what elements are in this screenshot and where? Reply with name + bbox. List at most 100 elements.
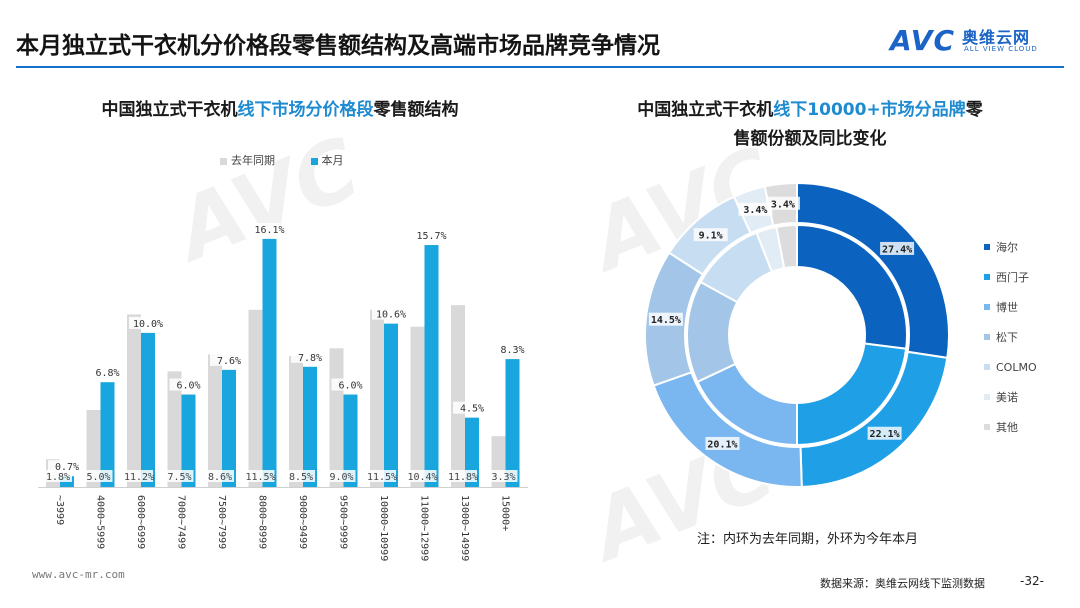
bar-label-bg	[84, 470, 113, 482]
donut-value-label: 20.1%	[707, 439, 737, 450]
donut-legend-swatch	[984, 334, 990, 340]
donut-value-label: 3.4%	[771, 199, 795, 210]
donut-legend-item: 松下	[984, 322, 1037, 352]
bar-label-bg	[250, 222, 281, 235]
bar-category-label: 10000~10999	[378, 495, 389, 561]
bar-category-label: 13000~14999	[459, 495, 470, 561]
bar-label-bg	[453, 401, 483, 414]
header-divider	[16, 66, 1064, 68]
donut-title-line-1: 中国独立式干衣机线下10000+市场分品牌零	[600, 95, 1020, 120]
bar-label-this-month: 7.6%	[217, 356, 241, 367]
donut-legend-swatch	[984, 274, 990, 280]
bar-last-year	[248, 309, 263, 487]
bar-label-this-month: 4.5%	[460, 404, 484, 415]
bar-last-year	[86, 409, 101, 487]
bar-this-month	[141, 332, 155, 487]
donut-title-part-1: 中国独立式干衣机	[637, 100, 774, 120]
donut-legend-swatch	[984, 424, 990, 430]
donut-legend-swatch	[984, 304, 990, 310]
bar-label-bg	[165, 470, 194, 482]
logo-chinese-name: 奥维云网	[962, 28, 1031, 47]
donut-legend-swatch	[984, 244, 990, 250]
bar-label-bg	[327, 470, 356, 482]
bar-category-label: 7000~7499	[176, 495, 187, 549]
donut-inner-slice	[796, 223, 908, 350]
bar-label-this-month: 8.3%	[500, 345, 524, 356]
bar-this-month	[465, 417, 479, 487]
bar-category-label: 6000~6999	[135, 495, 146, 549]
bar-label-this-month: 10.0%	[133, 319, 163, 330]
bar-last-year	[370, 309, 384, 487]
bar-label-last-year: 9.0%	[329, 472, 353, 483]
bar-label-this-month: 0.7%	[55, 462, 79, 473]
donut-legend-label: 美诺	[996, 391, 1018, 404]
donut-label-bg	[648, 312, 683, 326]
bar-legend: 去年同期 本月	[220, 152, 344, 168]
donut-legend-swatch	[984, 394, 990, 400]
bar-category-label: 4000~5999	[95, 495, 106, 549]
bar-label-this-month: 6.0%	[338, 381, 362, 392]
bar-label-bg	[493, 343, 524, 356]
bar-label-last-year: 11.8%	[448, 472, 478, 483]
bar-label-bg	[206, 470, 234, 482]
bar-category-label: 8000~8999	[257, 495, 268, 549]
bar-category-label: 7500~7999	[216, 495, 227, 549]
bar-chart: 1.8%0.7% ~3999 5.0% 6.8% 4000~5999 11.2% 10.0%…	[38, 222, 528, 561]
bar-label-bg	[372, 307, 402, 320]
chart-note: 注：内环为去年同期，外环为今年本月	[697, 532, 919, 547]
bar-label-bg	[169, 378, 200, 391]
bar-label-bg	[408, 470, 437, 482]
logo-english-name: ALL VIEW CLOUD	[964, 45, 1038, 53]
bar-last-year	[410, 326, 425, 487]
bar-this-month	[303, 366, 317, 487]
bar-this-month	[222, 369, 236, 487]
legend-swatch-last-year	[220, 157, 227, 165]
bar-label-bg	[287, 470, 315, 482]
donut-label-bg	[867, 426, 902, 440]
footer-url: www.avc-mr.com	[32, 568, 125, 581]
donut-title-line-2: 售额份额及同比变化	[733, 129, 887, 149]
bar-this-month	[424, 245, 439, 487]
bar-label-bg	[44, 470, 72, 482]
bar-last-year	[289, 356, 303, 487]
donut-legend-label: 西门子	[996, 271, 1029, 284]
donut-value-label: 22.1%	[870, 429, 900, 440]
bar-label-bg	[331, 378, 362, 391]
bar-chart-title: 中国独立式干衣机线下市场分价格段零售额结构	[60, 95, 500, 120]
bar-title-part-2: 线下市场分价格段	[237, 100, 374, 120]
bar-label-bg	[125, 470, 153, 482]
bar-category-label: 15000+	[500, 495, 511, 531]
bar-label-bg	[129, 316, 159, 329]
bar-category-label: 9500~9999	[338, 495, 349, 549]
donut-title-part-3: 零	[965, 100, 983, 120]
bar-label-this-month: 7.8%	[298, 353, 322, 364]
legend-label-this-month: 本月	[321, 154, 344, 167]
donut-legend-item: 海尔	[984, 232, 1037, 262]
donut-label-bg	[738, 202, 773, 216]
bar-label-bg	[412, 229, 443, 242]
bar-label-this-month: 16.1%	[254, 225, 284, 236]
donut-value-label: 3.4%	[743, 205, 767, 216]
donut-legend-item: 美诺	[984, 382, 1037, 412]
donut-value-label: 27.4%	[882, 244, 912, 255]
legend-item-last-year: 去年同期	[220, 154, 275, 167]
bar-label-bg	[291, 350, 321, 363]
donut-legend-label: COLMO	[996, 360, 1037, 374]
legend-item-this-month: 本月	[310, 154, 344, 167]
donut-legend-item: 博世	[984, 292, 1037, 322]
legend-label-last-year: 去年同期	[231, 154, 275, 167]
donut-legend-swatch	[984, 364, 990, 370]
bar-label-bg	[88, 366, 119, 379]
donut-legend-label: 博世	[996, 301, 1018, 314]
donut-legend-label: 海尔	[996, 241, 1018, 254]
bar-label-bg	[449, 470, 477, 482]
donut-chart-title: 中国独立式干衣机线下10000+市场分品牌零 售额份额及同比变化	[600, 95, 1020, 149]
bar-label-last-year: 8.6%	[208, 472, 232, 483]
donut-legend-label: 其他	[996, 421, 1018, 434]
bar-title-part-1: 中国独立式干衣机	[101, 100, 238, 120]
donut-legend-item: 西门子	[984, 262, 1037, 292]
bar-label-last-year: 1.8%	[46, 472, 70, 483]
bar-this-month	[100, 382, 115, 487]
bar-title-part-3: 零售额结构	[373, 100, 459, 120]
bar-label-last-year: 5.0%	[86, 472, 110, 483]
